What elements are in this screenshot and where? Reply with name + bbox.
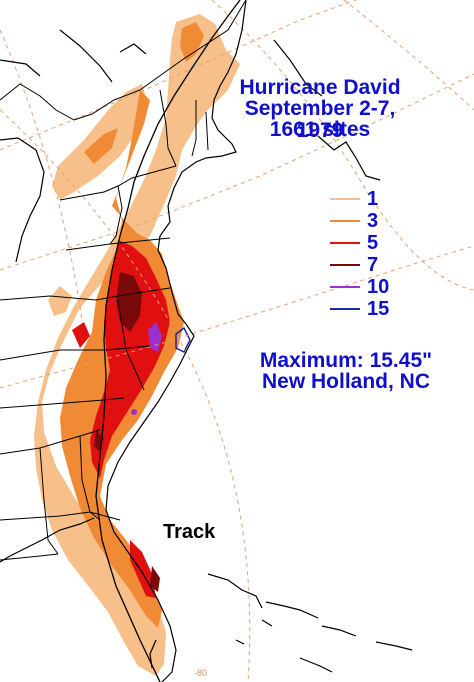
islands (119, 43, 413, 673)
legend-swatch (330, 198, 360, 200)
legend-label: 3 (367, 210, 379, 232)
legend-label: 7 (367, 254, 379, 276)
coastline (0, 0, 381, 682)
hurricane-track (95, 0, 241, 682)
legend-swatch (330, 286, 360, 288)
legend-item: 10 (330, 276, 400, 298)
legend-item: 7 (330, 254, 400, 276)
maximum-location: New Holland, NC (261, 370, 430, 393)
rain-zone-10in (131, 322, 162, 415)
legend-label: 15 (367, 298, 390, 320)
maximum-rainfall: Maximum: 15.45" (259, 349, 433, 372)
legend-swatch (330, 308, 360, 310)
map-title: Hurricane David (239, 76, 401, 99)
longitude-label: -80 (194, 668, 208, 678)
legend-swatch (330, 264, 360, 266)
legend-swatch (330, 220, 360, 222)
legend-label: 1 (367, 188, 379, 210)
legend-label: 5 (367, 232, 379, 254)
legend-label: 10 (367, 276, 390, 298)
legend-item: 3 (330, 210, 400, 232)
map-date-range: September 2-7, 1979 (244, 97, 396, 142)
legend-item: 1 (330, 188, 400, 210)
map-site-count: 1661 sites (269, 118, 371, 141)
legend-item: 15 (330, 298, 400, 320)
legend-item: 5 (330, 232, 400, 254)
legend-swatch (330, 242, 360, 244)
rain-zone-15in (175, 326, 191, 354)
track-label: Track (163, 521, 216, 543)
